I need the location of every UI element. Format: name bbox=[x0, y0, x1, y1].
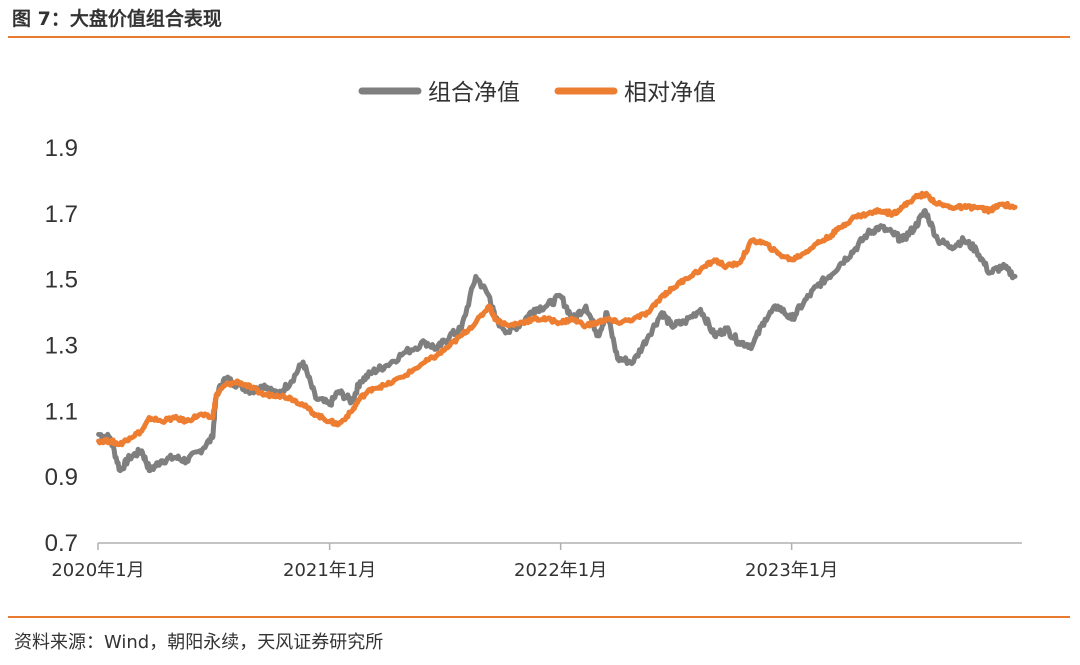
source-note: 资料来源：Wind，朝阳永续，天风证券研究所 bbox=[14, 632, 384, 653]
bottom-rule bbox=[8, 616, 1070, 618]
y-tick-label: 1.3 bbox=[45, 333, 78, 360]
x-tick-label: 2023年1月 bbox=[745, 560, 838, 581]
figure-title: 图 7：大盘价值组合表现 bbox=[12, 8, 222, 30]
y-tick-label: 1.1 bbox=[45, 398, 78, 425]
series-line-1 bbox=[96, 208, 1018, 474]
y-tick-label: 1.7 bbox=[45, 201, 78, 228]
top-rule bbox=[8, 36, 1070, 38]
series-group bbox=[96, 190, 1018, 474]
legend-label-2: 相对净值 bbox=[624, 80, 716, 106]
y-axis: 0.7 0.9 1.1 1.3 1.5 1.7 1.9 bbox=[45, 135, 78, 557]
x-tick-label: 2021年1月 bbox=[283, 560, 376, 581]
y-tick-label: 1.5 bbox=[45, 267, 78, 294]
x-tick-label: 2020年1月 bbox=[51, 560, 144, 581]
y-tick-label: 0.7 bbox=[45, 530, 78, 557]
x-axis: 2020年1月 2021年1月 2022年1月 2023年1月 bbox=[51, 542, 1022, 581]
legend-label-1: 组合净值 bbox=[428, 80, 520, 106]
y-tick-label: 0.9 bbox=[45, 464, 78, 491]
line-chart: 组合净值 相对净值 0.70.91.11.31.51.71.9 2020年1月 20… bbox=[45, 80, 1022, 581]
legend: 组合净值 相对净值 bbox=[358, 80, 716, 106]
y-tick-label: 1.9 bbox=[45, 135, 78, 162]
x-tick-label: 2022年1月 bbox=[514, 560, 607, 581]
series-line-2 bbox=[96, 190, 1018, 448]
